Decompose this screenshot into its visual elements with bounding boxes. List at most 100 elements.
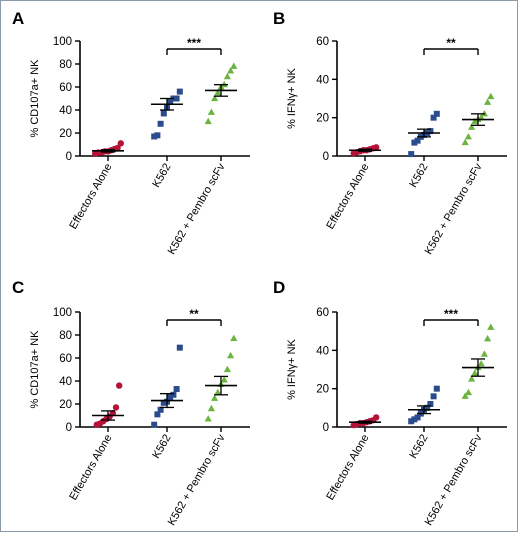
data-point	[157, 120, 164, 127]
y-tick-label: 20	[316, 113, 329, 125]
data-point	[461, 138, 469, 146]
data-point	[471, 117, 479, 125]
data-point	[424, 404, 431, 411]
data-point	[487, 323, 495, 330]
data-point	[414, 137, 421, 144]
data-point	[151, 421, 158, 428]
data-point	[430, 393, 437, 400]
data-point	[173, 95, 180, 102]
y-tick-label: 20	[316, 384, 329, 396]
data-point	[427, 128, 434, 135]
data-point	[167, 394, 174, 401]
y-tick-label: 0	[323, 422, 329, 434]
data-point	[207, 404, 215, 412]
data-point	[230, 62, 238, 69]
significance-label: ***	[444, 307, 458, 321]
significance-label: **	[446, 36, 456, 50]
data-point	[464, 388, 472, 396]
panel-letter: C	[12, 278, 24, 297]
y-tick-label: 40	[316, 345, 329, 357]
panel-letter: D	[273, 278, 285, 297]
data-point	[471, 369, 479, 376]
y-tick-label: 60	[316, 307, 329, 319]
data-point	[408, 151, 415, 158]
y-tick-label: 0	[323, 151, 329, 163]
data-point	[477, 359, 485, 367]
data-point	[468, 375, 476, 382]
data-point	[204, 415, 212, 422]
chart-panel-d: D 0 20 40 60 % IFNγ+ NK Effectors Alone K562K56…	[273, 278, 507, 528]
data-point	[211, 94, 219, 102]
significance-label: **	[189, 307, 199, 321]
category-label: K562 + Pembro scFv	[423, 432, 485, 528]
data-point	[227, 67, 235, 74]
data-point	[468, 123, 476, 130]
chart-panel-b: B 0 20 40 60 % IFNγ+ NK Effectors Alone K562K56…	[273, 9, 507, 257]
y-tick-label: 20	[59, 128, 72, 140]
chart-panel-a: A 0 20 40 60 80 100 % CD107a+ NK Effectors Alone…	[12, 9, 250, 257]
data-point	[480, 350, 488, 357]
category-label: K562 + Pembro scFv	[423, 161, 485, 257]
data-point	[176, 88, 183, 95]
data-point	[411, 139, 418, 146]
data-point	[464, 133, 472, 140]
data-point	[408, 418, 415, 425]
category-label: Effectors Alone	[67, 162, 114, 232]
data-point	[211, 394, 219, 401]
panel-letter: B	[273, 9, 285, 28]
y-axis-label: % IFNγ+ NK	[286, 67, 298, 128]
data-point	[154, 411, 161, 418]
y-tick-label: 60	[316, 36, 329, 48]
data-point	[207, 108, 215, 115]
chart-panel-c: C 0 20 40 60 80 100 % CD107a+ NK Effectors Alone…	[12, 278, 250, 528]
y-tick-label: 80	[59, 59, 72, 71]
data-point	[214, 88, 222, 96]
data-point	[227, 351, 235, 359]
data-point	[373, 144, 380, 151]
y-tick-label: 60	[59, 353, 72, 365]
y-tick-label: 20	[59, 399, 72, 411]
data-point	[112, 404, 120, 411]
data-point	[116, 382, 123, 389]
data-point	[170, 391, 177, 398]
category-label: K562	[407, 433, 430, 461]
data-point	[114, 144, 121, 152]
y-axis-label: % CD107a+ NK	[29, 330, 41, 409]
data-point	[430, 114, 437, 121]
data-point	[160, 399, 167, 406]
data-point	[220, 376, 228, 383]
category-label: K562	[407, 162, 430, 190]
data-point	[477, 113, 485, 121]
data-point	[204, 117, 212, 125]
data-point	[214, 388, 222, 396]
y-tick-label: 40	[316, 74, 329, 86]
data-point	[484, 98, 492, 105]
data-point	[223, 72, 231, 80]
data-point	[223, 365, 231, 373]
category-label: K562 + Pembro scFv	[166, 432, 228, 528]
data-point	[373, 414, 380, 421]
y-tick-label: 100	[53, 307, 72, 319]
data-point	[117, 140, 125, 147]
category-label: K562	[150, 162, 173, 190]
data-point	[461, 392, 469, 399]
y-tick-label: 40	[59, 105, 72, 117]
data-point	[157, 406, 164, 413]
category-label: Effectors Alone	[324, 162, 371, 232]
data-point	[427, 401, 434, 407]
data-point	[154, 132, 161, 139]
category-label: Effectors Alone	[67, 433, 114, 503]
data-point	[173, 386, 180, 393]
data-point	[433, 385, 440, 392]
y-tick-label: 100	[53, 36, 72, 48]
data-point	[230, 334, 238, 342]
category-label: K562	[150, 433, 173, 461]
data-point	[411, 416, 418, 423]
y-axis-label: % IFNγ+ NK	[286, 338, 298, 399]
data-point	[484, 335, 492, 342]
panel-letter: A	[12, 9, 24, 28]
category-label: K562 + Pembro scFv	[166, 161, 228, 257]
data-point	[414, 414, 421, 421]
